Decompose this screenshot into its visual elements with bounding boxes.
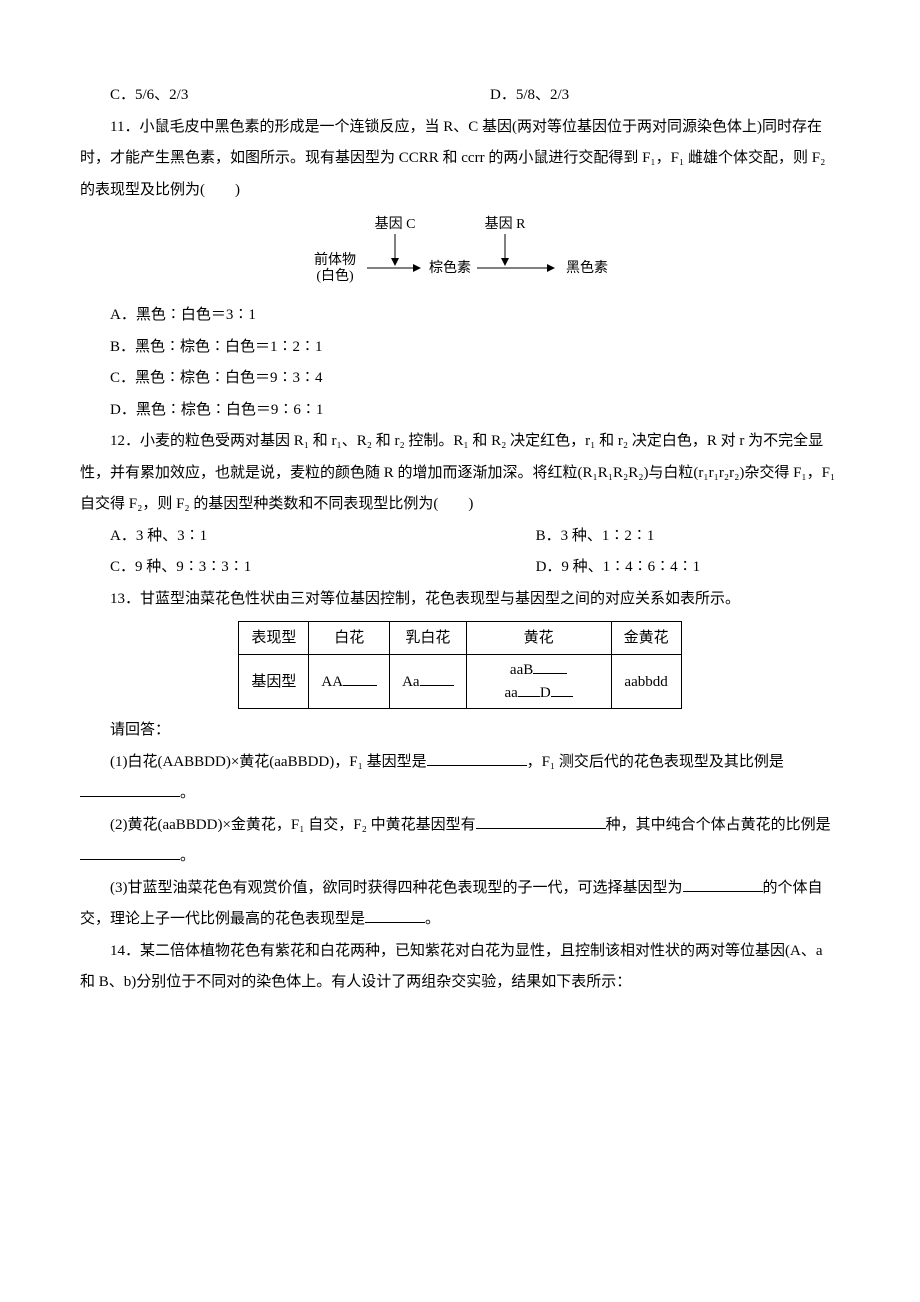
q12-stem: 12．小麦的粒色受两对基因 R₁ 和 r₁、R₂ 和 r₂ 控制。R₁ 和 R₂…	[80, 426, 840, 521]
q11-stem: 11．小鼠毛皮中黑色素的形成是一个连锁反应，当 R、C 基因(两对等位基因位于两…	[80, 112, 840, 207]
cell-yellow: aaB aa D	[466, 655, 611, 709]
blank-line	[533, 660, 567, 675]
q13-stem: 13．甘蓝型油菜花色性状由三对等位基因控制，花色表现型与基因型之间的对应关系如表…	[80, 584, 840, 616]
q12-choices-cd: C．9 种、9∶3∶3∶1 D．9 种、1∶4∶6∶4∶1	[80, 552, 840, 584]
q12-choice-c: C．9 种、9∶3∶3∶1	[80, 552, 506, 584]
q13-p3: (3)甘蓝型油菜花色有观赏价值，欲同时获得四种花色表现型的子一代，可选择基因型为…	[80, 873, 840, 936]
cell-white: AA	[309, 655, 390, 709]
gene-c-label: 基因 C	[375, 215, 416, 232]
blank-line	[476, 814, 606, 829]
q13-p1-b: ，F₁ 测交后代的花色表现型及其比例是	[527, 754, 784, 770]
header-yellow: 黄花	[466, 622, 611, 655]
blank-line	[80, 783, 180, 798]
header-white: 白花	[309, 622, 390, 655]
q10-choices-cd: C．5/6、2/3 D．5/8、2/3	[80, 80, 840, 112]
q12-choice-b: B．3 种、1∶2∶1	[506, 521, 840, 553]
q11-diagram: 基因 C 基因 R 前体物 (白色) 棕色素 黑色素	[80, 214, 840, 296]
q14-stem: 14．某二倍体植物花色有紫花和白花两种，已知紫花对白花为显性，且控制该相对性状的…	[80, 936, 840, 999]
q13-p1-a: (1)白花(AABBDD)×黄花(aaBBDD)，F₁ 基因型是	[110, 754, 427, 770]
q13-p2: (2)黄花(aaBBDD)×金黄花，F₁ 自交，F₂ 中黄花基因型有 种，其中纯合…	[80, 810, 840, 873]
cell-white-text: AA	[321, 674, 343, 690]
q13-p3-c: 。	[425, 911, 440, 927]
q13-p2-a: (2)黄花(aaBBDD)×金黄花，F₁ 自交，F₂ 中黄花基因型有	[110, 817, 476, 833]
q13-p1: (1)白花(AABBDD)×黄花(aaBBDD)，F₁ 基因型是 ，F₁ 测交后代…	[80, 747, 840, 810]
blank-line	[683, 877, 763, 892]
q13-p2-b: 种，其中纯合个体占黄花的比例是	[606, 817, 831, 833]
q12-choice-d: D．9 种、1∶4∶6∶4∶1	[506, 552, 840, 584]
precursor-top: 前体物	[314, 251, 356, 268]
q11-choice-a: A．黑色∶白色＝3∶1	[80, 300, 840, 332]
document-page: C．5/6、2/3 D．5/8、2/3 11．小鼠毛皮中黑色素的形成是一个连锁反…	[0, 0, 920, 1079]
cell-gold: aabbdd	[611, 655, 681, 709]
blank-line	[80, 846, 180, 861]
cell-yellow-bl: aa	[504, 685, 517, 701]
q12-choices-ab: A．3 种、3∶1 B．3 种、1∶2∶1	[80, 521, 840, 553]
q12-choice-a: A．3 种、3∶1	[80, 521, 506, 553]
blank-line	[551, 682, 573, 697]
q13-p3-a: (3)甘蓝型油菜花色有观赏价值，欲同时获得四种花色表现型的子一代，可选择基因型为	[110, 880, 683, 896]
q11-choice-b: B．黑色∶棕色∶白色＝1∶2∶1	[80, 332, 840, 364]
blank-line	[518, 682, 540, 697]
blank-line	[427, 751, 527, 766]
cell-yellow-br: D	[540, 685, 551, 701]
cell-milky-text: Aa	[402, 674, 420, 690]
precursor-bottom: (白色)	[316, 267, 354, 284]
header-gold: 金黄花	[611, 622, 681, 655]
table-row: 表现型 白花 乳白花 黄花 金黄花	[239, 622, 681, 655]
q10-choice-d: D．5/8、2/3	[460, 80, 840, 112]
q13-table: 表现型 白花 乳白花 黄花 金黄花 基因型 AA Aa aaB aa D aabb…	[238, 621, 681, 709]
q13-answer-prompt: 请回答：	[80, 715, 840, 747]
table-row: 基因型 AA Aa aaB aa D aabbdd	[239, 655, 681, 709]
cell-yellow-top: aaB	[510, 662, 533, 678]
q11-diagram-svg: 基因 C 基因 R 前体物 (白色) 棕色素 黑色素	[295, 214, 625, 292]
q11-choice-d: D．黑色∶棕色∶白色＝9∶6∶1	[80, 395, 840, 427]
header-milky: 乳白花	[390, 622, 467, 655]
q13-p2-c: 。	[180, 848, 195, 864]
black-label: 黑色素	[566, 259, 608, 276]
blank-line	[420, 671, 454, 686]
brown-label: 棕色素	[429, 259, 471, 276]
blank-line	[343, 671, 377, 686]
header-phenotype: 表现型	[239, 622, 309, 655]
cell-milky: Aa	[390, 655, 467, 709]
blank-line	[365, 909, 425, 924]
q11-choice-c: C．黑色∶棕色∶白色＝9∶3∶4	[80, 363, 840, 395]
gene-r-label: 基因 R	[485, 215, 526, 232]
q10-choice-c: C．5/6、2/3	[80, 80, 460, 112]
row-label-genotype: 基因型	[239, 655, 309, 709]
q13-p1-c: 。	[180, 785, 195, 801]
